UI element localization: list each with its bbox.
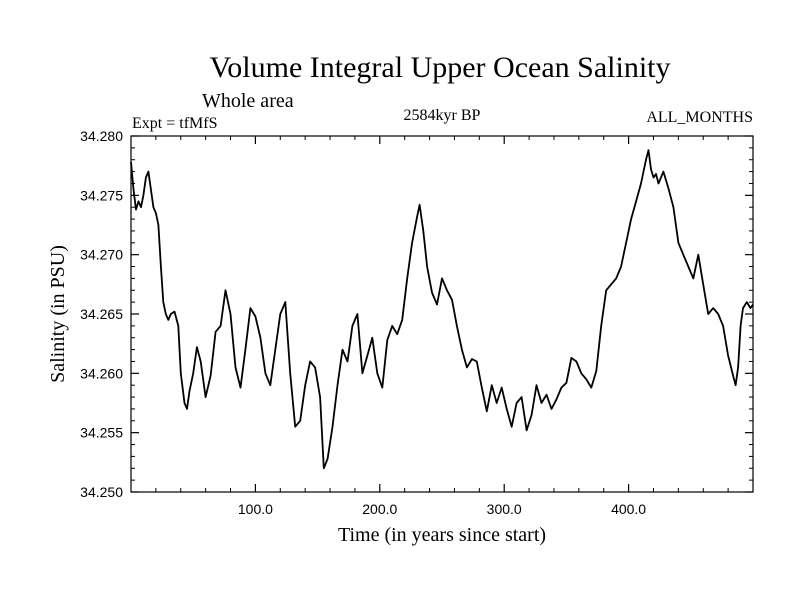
y-tick-label: 34.270 — [80, 247, 123, 263]
x-tick-label: 300.0 — [487, 501, 522, 517]
y-tick-label: 34.260 — [80, 365, 123, 381]
y-tick-label: 34.280 — [80, 128, 123, 144]
plot-frame — [130, 135, 754, 493]
experiment-label: Expt = tfMfS — [132, 115, 217, 132]
y-axis: 34.250 34.255 34.260 34.265 34.270 34.275 34.2… — [80, 128, 753, 500]
x-tick-label: 100.0 — [238, 501, 273, 517]
y-tick-label: 34.255 — [80, 425, 123, 441]
y-tick-label: 34.250 — [80, 484, 123, 500]
x-axis-label: Time (in years since start) — [338, 524, 546, 546]
x-tick-label: 200.0 — [362, 501, 397, 517]
y-axis-label: Salinity (in PSU) — [47, 245, 69, 383]
chart-title: Volume Integral Upper Ocean Salinity — [210, 51, 671, 84]
minor-ticks — [131, 136, 753, 492]
period-label: 2584kyr BP — [404, 107, 481, 124]
y-tick-label: 34.265 — [80, 306, 123, 322]
y-tick-label: 34.275 — [80, 187, 123, 203]
salinity-series-line — [130, 149, 754, 470]
chart-subtitle: Whole area — [202, 90, 294, 112]
x-tick-label: 400.0 — [611, 501, 646, 517]
x-axis: 100.0 200.0 300.0 400.0 — [238, 136, 646, 517]
months-label: ALL_MONTHS — [646, 109, 753, 126]
